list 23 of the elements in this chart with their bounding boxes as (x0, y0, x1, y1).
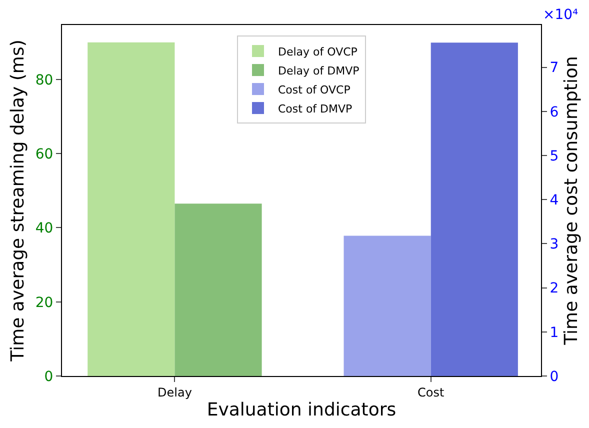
y2-tick-label: 4 (550, 192, 559, 209)
x-axis-title: Evaluation indicators (206, 400, 396, 420)
y-tick-label: 40 (35, 220, 54, 237)
y2-tick-label: 5 (550, 148, 559, 164)
text: ×10⁴ (543, 7, 579, 23)
x-tick-label: Cost (418, 385, 444, 400)
y-axis-title: Time average streaming delay (ms) (8, 40, 29, 362)
legend-label: Delay of DMVP (278, 64, 360, 78)
y2-tick-label: 7 (550, 60, 559, 76)
y-tick-label: 80 (35, 72, 54, 88)
y-tick-label: 60 (35, 146, 54, 163)
legend-label: Cost of DMVP (278, 102, 353, 116)
y2-tick-label: 6 (550, 104, 559, 120)
y2-axis-title: Time average cost consumption (560, 56, 582, 346)
legend-label: Cost of OVCP (278, 83, 351, 96)
x-tick-label: Delay (158, 385, 192, 400)
y2-tick-label: 2 (550, 280, 559, 297)
y-tick-label: 0 (44, 368, 54, 385)
y2-tick-label: 0 (550, 368, 559, 385)
y-tick-label: 20 (35, 294, 54, 311)
y2-tick-label: 3 (550, 236, 559, 253)
legend-label: Delay of OVCP (278, 45, 358, 58)
y2-tick-label: 1 (550, 324, 559, 341)
